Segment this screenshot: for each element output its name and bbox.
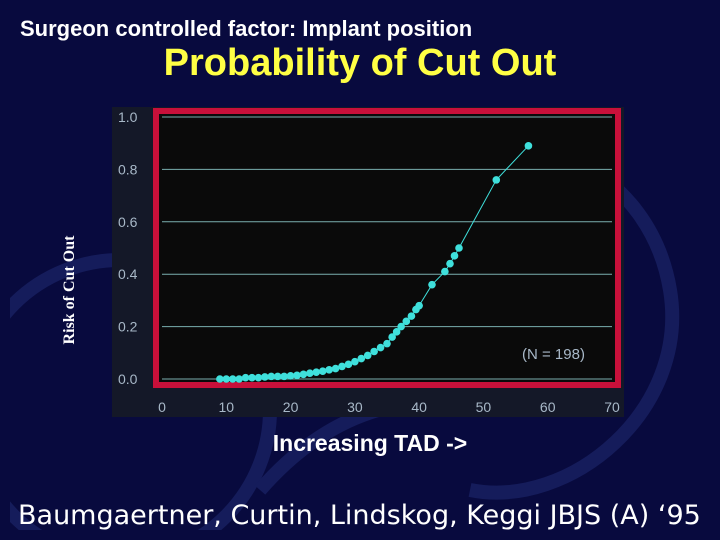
data-point bbox=[286, 372, 295, 380]
y-tick-label: 0.2 bbox=[118, 319, 138, 335]
y-tick-label: 0.8 bbox=[118, 161, 138, 177]
x-tick-label: 70 bbox=[604, 399, 620, 415]
x-tick-label: 50 bbox=[476, 399, 492, 415]
plot-frame bbox=[153, 108, 621, 388]
data-point bbox=[299, 370, 308, 379]
data-point bbox=[351, 357, 359, 366]
x-tick-label: 30 bbox=[347, 399, 363, 415]
data-point bbox=[441, 267, 449, 276]
data-point bbox=[261, 373, 269, 381]
data-point bbox=[235, 375, 243, 383]
data-point bbox=[241, 373, 250, 382]
chart-plot: 0.0 0.2 0.4 0.6 0.8 1.0 0 10 20 30 40 50 60 70 (N = 19… bbox=[112, 107, 624, 417]
data-point bbox=[216, 375, 224, 383]
data-point bbox=[318, 367, 327, 375]
data-point bbox=[392, 328, 401, 336]
x-axis-label: Increasing TAD -> bbox=[272, 430, 468, 456]
x-tick-label: 20 bbox=[283, 399, 299, 415]
data-point bbox=[293, 371, 301, 380]
x-tick-label: 40 bbox=[411, 399, 427, 415]
data-point bbox=[363, 351, 372, 360]
data-point bbox=[254, 373, 263, 382]
y-tick-label: 0.0 bbox=[118, 371, 138, 387]
slide-subtitle: Surgeon controlled factor: Implant posit… bbox=[20, 16, 473, 41]
data-point bbox=[267, 372, 276, 381]
citation-text: Baumgaertner, Curtin, Lindskog, Keggi JB… bbox=[18, 500, 701, 531]
x-tick-label: 60 bbox=[540, 399, 556, 415]
data-point bbox=[388, 333, 396, 341]
x-tick-label: 0 bbox=[158, 399, 166, 415]
data-point bbox=[524, 142, 533, 150]
data-point bbox=[331, 364, 340, 373]
data-point bbox=[492, 176, 501, 184]
data-point bbox=[370, 347, 378, 356]
data-point bbox=[312, 368, 321, 376]
data-point bbox=[325, 366, 333, 374]
data-point bbox=[402, 317, 411, 326]
data-point bbox=[450, 252, 459, 260]
data-point bbox=[228, 375, 237, 383]
data-point bbox=[248, 373, 256, 382]
data-point bbox=[273, 372, 282, 381]
x-tick-label: 10 bbox=[218, 399, 234, 415]
data-point bbox=[338, 362, 346, 371]
data-point bbox=[344, 360, 353, 369]
data-point bbox=[306, 369, 314, 378]
data-point bbox=[455, 244, 463, 252]
data-point bbox=[446, 259, 454, 268]
data-point bbox=[383, 339, 391, 348]
data-point bbox=[357, 354, 366, 363]
data-point bbox=[397, 322, 405, 331]
sample-size-annotation: (N = 198) bbox=[522, 346, 585, 363]
data-point bbox=[376, 343, 385, 352]
y-tick-label: 0.4 bbox=[118, 266, 138, 282]
data-point bbox=[428, 280, 436, 289]
chart-title: Probability of Cut Out bbox=[163, 42, 557, 84]
y-axis-label: Risk of Cut Out bbox=[61, 235, 78, 345]
data-point bbox=[280, 372, 288, 381]
y-tick-label: 0.6 bbox=[118, 214, 138, 230]
data-point bbox=[415, 301, 423, 310]
data-point bbox=[222, 375, 231, 383]
y-tick-label: 1.0 bbox=[118, 109, 138, 125]
data-point bbox=[407, 312, 416, 320]
